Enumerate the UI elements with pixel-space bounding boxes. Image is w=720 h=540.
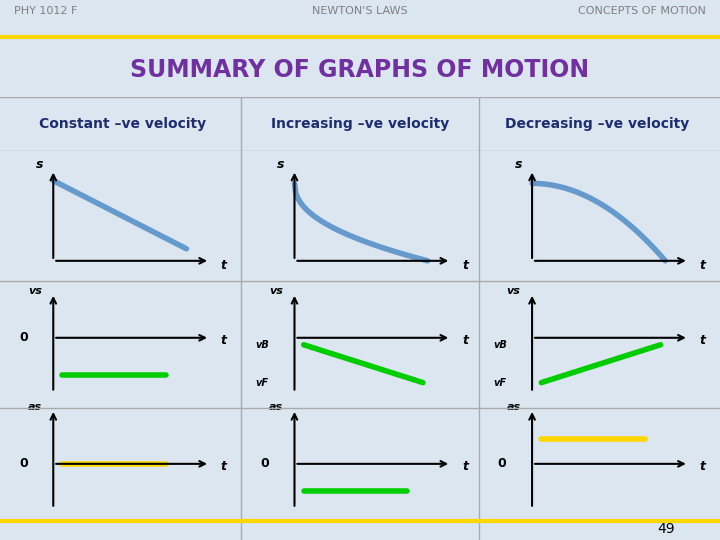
Text: vs: vs	[507, 286, 521, 295]
Text: PHY 1012 F: PHY 1012 F	[14, 6, 78, 16]
Text: t: t	[700, 259, 706, 272]
Text: t: t	[462, 460, 468, 473]
Text: Constant –ve velocity: Constant –ve velocity	[39, 117, 206, 131]
Text: CONCEPTS OF MOTION: CONCEPTS OF MOTION	[577, 6, 706, 16]
Text: 0: 0	[498, 457, 506, 470]
Text: 49: 49	[657, 522, 675, 536]
Text: t: t	[700, 460, 706, 473]
Text: s: s	[36, 158, 43, 171]
Text: as: as	[28, 402, 42, 411]
Text: t: t	[221, 259, 227, 272]
Text: 0: 0	[19, 331, 27, 345]
Text: vF: vF	[256, 377, 269, 388]
Text: as: as	[507, 402, 521, 411]
Text: Increasing –ve velocity: Increasing –ve velocity	[271, 117, 449, 131]
Text: vF: vF	[493, 377, 506, 388]
Text: 0: 0	[19, 457, 27, 470]
Text: s: s	[515, 158, 522, 171]
Text: 0: 0	[260, 457, 269, 470]
Text: t: t	[462, 334, 468, 347]
Text: NEWTON'S LAWS: NEWTON'S LAWS	[312, 6, 408, 16]
Text: vB: vB	[493, 340, 507, 350]
Text: SUMMARY OF GRAPHS OF MOTION: SUMMARY OF GRAPHS OF MOTION	[130, 58, 590, 82]
Text: t: t	[700, 334, 706, 347]
Text: vs: vs	[28, 286, 42, 295]
Text: vs: vs	[269, 286, 283, 295]
Text: t: t	[221, 460, 227, 473]
Text: Decreasing –ve velocity: Decreasing –ve velocity	[505, 117, 690, 131]
Text: t: t	[462, 259, 468, 272]
Text: s: s	[277, 158, 284, 171]
Text: as: as	[269, 402, 283, 411]
Text: t: t	[221, 334, 227, 347]
Text: vB: vB	[256, 340, 269, 350]
